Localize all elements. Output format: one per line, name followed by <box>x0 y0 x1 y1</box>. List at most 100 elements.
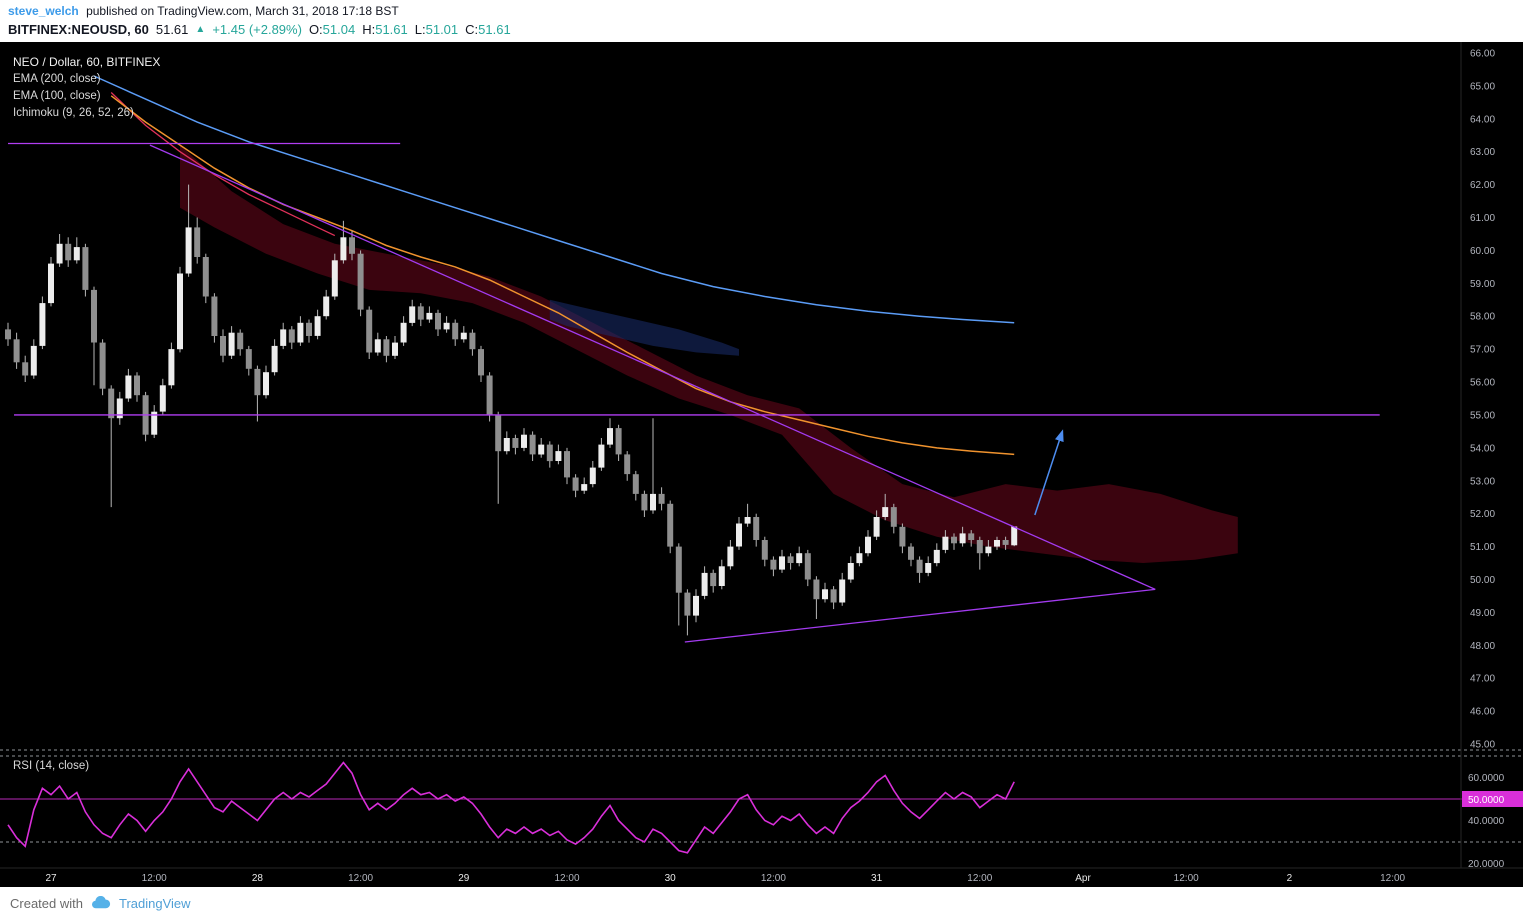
candle-body <box>383 339 390 356</box>
candle-body <box>331 260 338 297</box>
symbol-line: BITFINEX:NEOUSD, 60 51.61 ▲ +1.45 (+2.89… <box>0 18 1523 37</box>
candle-body <box>280 329 287 346</box>
rsi-axis-label: 20.0000 <box>1468 859 1505 870</box>
price-change: +1.45 (+2.89%) <box>212 22 302 37</box>
price-axis-label: 51.00 <box>1470 542 1495 553</box>
candle-body <box>495 415 502 452</box>
candle-body <box>1011 526 1018 546</box>
price-axis-label: 46.00 <box>1470 707 1495 718</box>
price-axis-label: 62.00 <box>1470 180 1495 191</box>
candle-body <box>779 556 785 570</box>
time-axis-label: 28 <box>252 873 264 884</box>
candle-body <box>374 339 381 353</box>
candle-body <box>804 553 811 580</box>
ema200-line <box>93 75 1015 324</box>
candle-body <box>271 345 278 373</box>
candle-body <box>959 533 966 544</box>
price-axis-label: 53.00 <box>1470 476 1495 487</box>
price-axis-label: 66.00 <box>1470 49 1495 60</box>
price-axis-label: 47.00 <box>1470 674 1495 685</box>
rsi-axis-label: 40.0000 <box>1468 816 1505 827</box>
candle-body <box>615 428 622 455</box>
candle-body <box>478 349 484 376</box>
chart-area[interactable]: 60.0000 50.0000 40.0000 20.0000 66.00 65.00 6… <box>0 42 1523 887</box>
time-axis-label: 31 <box>871 873 883 884</box>
rsi-axis-label: 60.0000 <box>1468 773 1505 784</box>
candle-body <box>340 237 347 261</box>
candle-body <box>366 309 373 353</box>
candle-body <box>641 493 648 511</box>
candle-body <box>916 559 923 573</box>
candle-body <box>306 322 312 336</box>
price-axis-label: 48.00 <box>1470 641 1495 652</box>
price-axis-label: 55.00 <box>1470 411 1495 422</box>
candle-body <box>30 345 37 376</box>
ema100-line <box>110 95 1015 456</box>
page-footer: Created with TradingView <box>0 887 1523 919</box>
time-axis-label: 2 <box>1287 873 1293 884</box>
candle-body <box>701 572 708 596</box>
time-axis[interactable]: 27 12:00 28 12:00 29 12:00 30 12:00 31 12:00 Apr 12… <box>45 873 1405 884</box>
candle-body <box>400 322 407 343</box>
last-price: 51.61 <box>155 22 189 37</box>
candle-body <box>452 322 459 340</box>
pane-frame <box>0 42 1523 869</box>
ohlc-high: H:51.61 <box>362 22 408 37</box>
candle-body <box>116 398 123 419</box>
candle-body <box>194 227 201 257</box>
candle-body <box>91 289 97 343</box>
publish-line: steve_welch published on TradingView.com… <box>0 0 1523 18</box>
time-axis-label: 12:00 <box>967 873 992 884</box>
candle-body <box>796 553 803 564</box>
candle-body <box>159 385 166 412</box>
username-link[interactable]: steve_welch <box>8 4 79 18</box>
candle-body <box>65 243 72 261</box>
candle-body <box>151 411 158 435</box>
candle-body <box>624 454 631 475</box>
price-axis-label: 45.00 <box>1470 740 1495 751</box>
candle-body <box>727 546 734 567</box>
candle-body <box>529 434 536 455</box>
candle-body <box>718 566 725 586</box>
tradingview-logo-icon <box>91 896 111 909</box>
candle-body <box>134 375 140 396</box>
arrow-drawing <box>1034 429 1064 516</box>
candle-body <box>486 375 493 415</box>
candle-body <box>125 375 132 399</box>
candle-body <box>736 523 742 547</box>
candlestick-series <box>5 184 1018 636</box>
price-axis[interactable]: 66.00 65.00 64.00 63.00 62.00 61.00 60.00 59.00… <box>1470 49 1495 751</box>
candle-body <box>976 540 983 554</box>
tradingview-brand-link[interactable]: TradingView <box>118 895 191 911</box>
price-axis-label: 52.00 <box>1470 509 1495 520</box>
candle-body <box>865 536 871 554</box>
rsi-pane[interactable]: 60.0000 50.0000 40.0000 20.0000 <box>0 755 1523 870</box>
candle-body <box>469 332 476 350</box>
candle-body <box>589 467 596 485</box>
price-axis-label: 54.00 <box>1470 443 1495 454</box>
candle-body <box>108 388 115 419</box>
candle-body <box>830 589 837 603</box>
candle-body <box>607 428 613 445</box>
candle-body <box>349 237 355 254</box>
candle-body <box>82 247 89 290</box>
price-axis-label: 58.00 <box>1470 312 1495 323</box>
candle-body <box>761 540 768 560</box>
candle-body <box>942 536 949 550</box>
candle-body <box>650 493 656 511</box>
candle-body <box>882 507 889 517</box>
candle-body <box>994 540 1000 547</box>
candle-body <box>512 438 519 448</box>
user-drawings[interactable] <box>8 142 1380 643</box>
candle-body <box>297 322 304 343</box>
cloud-navy-area <box>549 299 739 356</box>
candle-body <box>581 484 588 491</box>
time-axis-label: 27 <box>45 873 57 884</box>
overlay-lines <box>93 75 1015 456</box>
price-axis-label: 60.00 <box>1470 246 1495 257</box>
candle-body <box>409 306 416 323</box>
candle-body <box>435 312 441 330</box>
publish-header: steve_welch published on TradingView.com… <box>0 0 1523 42</box>
rsi-line <box>7 761 1015 854</box>
